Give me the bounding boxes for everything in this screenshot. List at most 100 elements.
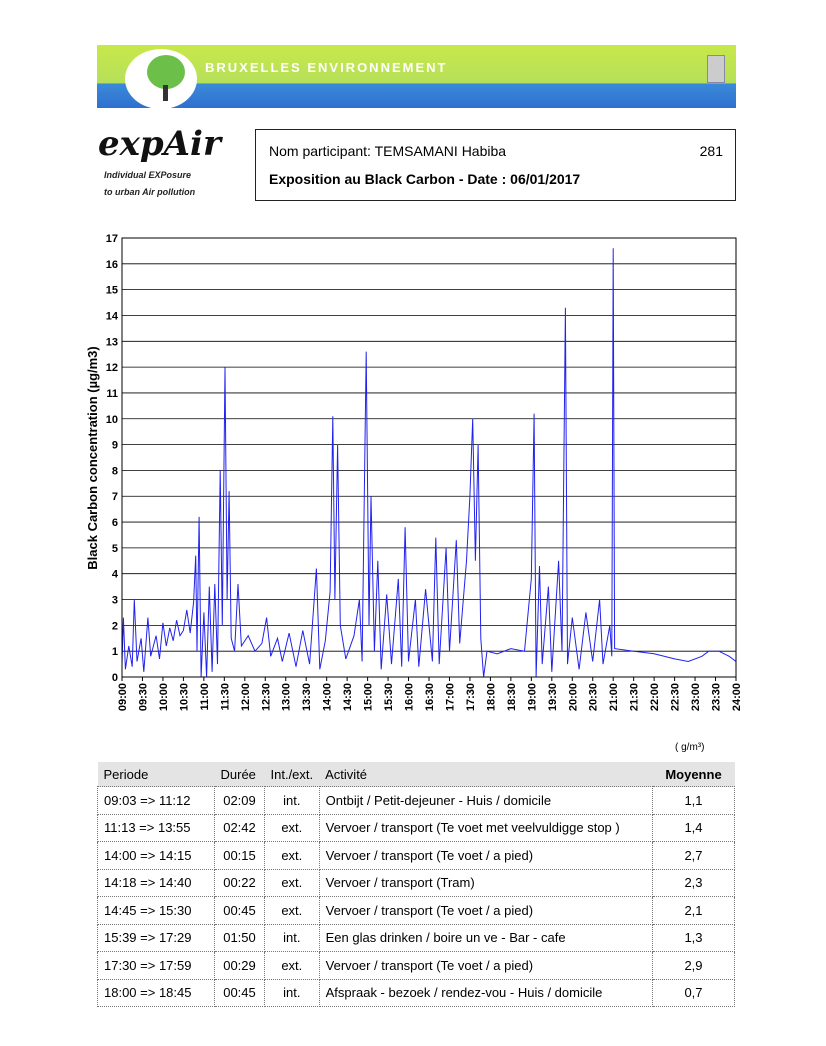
col-int-ext: Int./ext. (264, 762, 320, 787)
x-tick-label: 22:00 (649, 683, 661, 711)
logo-tagline-2: to urban Air pollution (104, 187, 196, 197)
cell-periode: 17:30 => 17:59 (97, 951, 215, 980)
x-tick-label: 20:30 (588, 683, 600, 711)
cell-duree: 00:22 (214, 868, 265, 897)
table-row: 17:30 => 17:59 00:29 ext. Vervoer / transpo… (97, 951, 735, 980)
y-tick-label: 8 (112, 465, 118, 477)
cell-duree: 01:50 (214, 923, 265, 952)
cell-duree: 00:45 (214, 978, 265, 1007)
x-tick-label: 18:30 (506, 683, 518, 711)
y-tick-label: 12 (106, 362, 118, 374)
cell-moyenne: 2,7 (652, 841, 735, 870)
tree-icon (147, 55, 185, 89)
x-tick-label: 09:00 (117, 683, 129, 711)
y-tick-label: 4 (112, 569, 119, 581)
y-tick-label: 9 (112, 440, 118, 452)
cell-activite: Vervoer / transport (Te voet met veelvul… (318, 813, 654, 842)
table-row: 14:45 => 15:30 00:45 ext. Vervoer / transpo… (97, 896, 735, 925)
col-moyenne: Moyenne (652, 762, 735, 787)
x-tick-label: 23:30 (711, 683, 723, 711)
report-title: Exposition au Black Carbon - Date : 06/0… (269, 171, 581, 187)
y-tick-label: 15 (106, 285, 118, 297)
x-tick-label: 15:30 (383, 683, 395, 711)
x-tick-label: 12:00 (240, 683, 252, 711)
table-row: 09:03 => 11:12 02:09 int. Ontbijt / Petit-d… (97, 786, 735, 815)
participant-id: 281 (699, 143, 723, 159)
cell-activite: Afspraak - bezoek / rendez-vou - Huis / … (318, 978, 654, 1007)
banner-text: BRUXELLES ENVIRONNEMENT (205, 60, 448, 75)
x-tick-label: 20:00 (567, 683, 579, 711)
cell-activite: Ontbijt / Petit-dejeuner - Huis / domici… (318, 786, 654, 815)
cell-int-ext: ext. (264, 841, 320, 870)
x-tick-label: 21:00 (608, 683, 620, 711)
table-row: 14:18 => 14:40 00:22 ext. Vervoer / transpo… (97, 868, 735, 897)
cell-periode: 14:45 => 15:30 (97, 896, 215, 925)
cell-periode: 14:00 => 14:15 (97, 841, 215, 870)
y-tick-label: 11 (106, 388, 118, 400)
cell-int-ext: int. (264, 978, 320, 1007)
participant-info-box: Nom participant: TEMSAMANI Habiba 281 Ex… (255, 129, 736, 201)
cell-moyenne: 2,1 (652, 896, 735, 925)
x-tick-label: 24:00 (731, 683, 743, 711)
cell-activite: Vervoer / transport (Te voet / a pied) (318, 896, 654, 925)
x-tick-label: 23:00 (690, 683, 702, 711)
y-tick-label: 6 (112, 517, 118, 529)
x-tick-label: 18:00 (485, 683, 497, 711)
y-tick-label: 17 (106, 233, 118, 245)
cell-moyenne: 1,3 (652, 923, 735, 952)
cell-duree: 00:15 (214, 841, 265, 870)
cell-duree: 00:29 (214, 951, 265, 980)
expair-logo: expAir (98, 124, 221, 164)
x-tick-label: 14:00 (322, 683, 334, 711)
table-row: 11:13 => 13:55 02:42 ext. Vervoer / transpo… (97, 813, 735, 842)
y-tick-label: 10 (106, 414, 118, 426)
y-axis-label: Black Carbon concentration (µg/m3) (85, 346, 100, 569)
cell-duree: 02:42 (214, 813, 265, 842)
cell-moyenne: 0,7 (652, 978, 735, 1007)
participant-label: Nom participant: (269, 143, 371, 159)
cell-activite: Vervoer / transport (Te voet / a pied) (318, 841, 654, 870)
y-tick-label: 0 (112, 672, 118, 684)
x-tick-label: 15:00 (363, 683, 375, 711)
y-tick-label: 5 (112, 543, 118, 555)
table-row: 18:00 => 18:45 00:45 int. Afspraak - bezoek… (97, 978, 735, 1007)
cell-duree: 00:45 (214, 896, 265, 925)
x-tick-label: 16:00 (404, 683, 416, 711)
y-tick-label: 3 (112, 595, 118, 607)
x-tick-label: 10:00 (158, 683, 170, 711)
y-tick-label: 16 (106, 259, 118, 271)
cell-periode: 11:13 => 13:55 (97, 813, 215, 842)
col-duree: Durée (214, 762, 265, 787)
participant-name: Nom participant: TEMSAMANI Habiba (269, 143, 506, 159)
logo-tagline-1: Individual EXPosure (104, 170, 192, 180)
cell-moyenne: 1,4 (652, 813, 735, 842)
cell-activite: Vervoer / transport (Te voet / a pied) (318, 951, 654, 980)
emblem-icon (707, 55, 725, 83)
x-tick-label: 19:30 (547, 683, 559, 711)
x-tick-label: 19:00 (526, 683, 538, 711)
cell-int-ext: int. (264, 923, 320, 952)
x-tick-label: 17:00 (444, 683, 456, 711)
x-tick-label: 21:30 (629, 683, 641, 711)
x-tick-label: 13:30 (301, 683, 313, 711)
series-line-black-carbon (121, 248, 737, 678)
table-row: 15:39 => 17:29 01:50 int. Een glas drinken … (97, 923, 735, 952)
cell-periode: 15:39 => 17:29 (97, 923, 215, 952)
x-tick-label: 14:30 (342, 683, 354, 711)
cell-int-ext: int. (264, 786, 320, 815)
x-tick-label: 09:30 (137, 683, 149, 711)
y-tick-label: 2 (112, 620, 118, 632)
cell-activite: Een glas drinken / boire un ve - Bar - c… (318, 923, 654, 952)
bruxelles-environnement-banner: BRUXELLES ENVIRONNEMENT (97, 45, 736, 109)
cell-int-ext: ext. (264, 813, 320, 842)
col-activite: Activité (319, 762, 653, 787)
y-tick-label: 1 (112, 646, 118, 658)
tree-trunk (163, 85, 168, 101)
cell-periode: 09:03 => 11:12 (97, 786, 215, 815)
x-tick-label: 16:30 (424, 683, 436, 711)
cell-int-ext: ext. (264, 896, 320, 925)
col-periode: Periode (97, 762, 215, 787)
cell-moyenne: 2,9 (652, 951, 735, 980)
